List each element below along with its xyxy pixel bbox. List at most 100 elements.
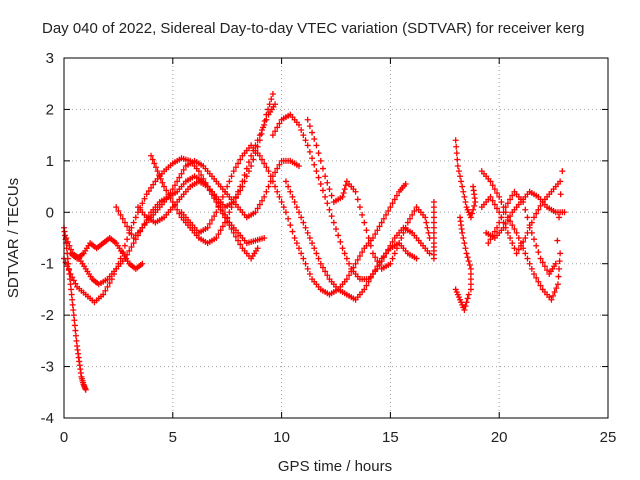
data-point-marker bbox=[413, 255, 420, 262]
data-point-marker bbox=[430, 255, 437, 262]
data-point-marker bbox=[461, 193, 468, 200]
data-point-marker bbox=[326, 186, 333, 193]
data-point-marker bbox=[470, 183, 477, 190]
data-point-marker bbox=[306, 235, 313, 241]
data-point-marker bbox=[453, 150, 460, 157]
data-point-marker bbox=[324, 179, 331, 186]
data-point-marker bbox=[467, 265, 474, 272]
data-point-marker bbox=[424, 224, 431, 231]
data-point-marker bbox=[369, 271, 376, 277]
data-point-marker bbox=[70, 307, 77, 313]
data-point-marker bbox=[237, 156, 244, 163]
data-point-marker bbox=[404, 219, 411, 226]
data-point-marker bbox=[462, 199, 469, 205]
data-point-marker bbox=[513, 250, 520, 257]
series-trace-o bbox=[452, 286, 472, 313]
data-point-marker bbox=[341, 186, 348, 193]
data-point-marker bbox=[237, 241, 244, 248]
data-point-marker bbox=[430, 235, 437, 241]
data-point-marker bbox=[300, 132, 307, 139]
data-point-marker bbox=[304, 229, 311, 236]
data-point-marker bbox=[553, 285, 560, 292]
data-point-marker bbox=[141, 195, 148, 202]
data-point-marker bbox=[213, 235, 220, 241]
data-point-marker bbox=[335, 232, 342, 239]
data-point-marker bbox=[487, 236, 494, 243]
data-point-marker bbox=[298, 250, 305, 257]
data-point-marker bbox=[143, 191, 150, 198]
data-point-marker bbox=[156, 172, 163, 178]
data-point-marker bbox=[328, 213, 335, 220]
data-point-marker bbox=[261, 160, 268, 167]
data-point-marker bbox=[356, 253, 363, 259]
data-point-marker bbox=[526, 222, 533, 229]
data-point-marker bbox=[82, 386, 89, 393]
data-point-marker bbox=[367, 274, 374, 281]
data-point-marker bbox=[130, 219, 137, 226]
data-point-marker bbox=[517, 242, 524, 249]
data-point-marker bbox=[504, 229, 511, 236]
data-point-marker bbox=[342, 182, 349, 189]
data-point-marker bbox=[556, 265, 563, 272]
data-point-marker bbox=[554, 281, 561, 288]
data-point-marker bbox=[365, 278, 372, 285]
data-point-marker bbox=[293, 204, 300, 211]
data-point-marker bbox=[426, 250, 433, 257]
data-point-marker bbox=[69, 296, 76, 303]
data-point-marker bbox=[339, 245, 346, 252]
data-point-marker bbox=[430, 199, 437, 205]
data-point-marker bbox=[285, 183, 292, 190]
data-point-marker bbox=[485, 240, 492, 247]
data-point-marker bbox=[313, 250, 320, 257]
data-point-marker bbox=[304, 116, 311, 123]
x-tick-label: 10 bbox=[273, 429, 290, 446]
data-point-marker bbox=[254, 137, 261, 144]
data-point-marker bbox=[113, 204, 120, 211]
data-point-marker bbox=[69, 274, 76, 281]
data-point-marker bbox=[328, 192, 335, 199]
data-point-marker bbox=[533, 242, 540, 249]
data-point-marker bbox=[511, 226, 518, 232]
data-point-marker bbox=[306, 148, 313, 155]
data-point-marker bbox=[387, 204, 394, 211]
data-point-marker bbox=[548, 296, 555, 303]
data-point-marker bbox=[430, 219, 437, 226]
data-point-marker bbox=[507, 235, 514, 241]
data-point-marker bbox=[219, 193, 226, 200]
data-point-marker bbox=[296, 163, 303, 169]
data-point-marker bbox=[269, 132, 276, 139]
data-point-marker bbox=[104, 283, 111, 290]
data-point-marker bbox=[250, 156, 257, 163]
data-point-marker bbox=[217, 199, 224, 205]
data-point-marker bbox=[556, 214, 563, 221]
data-point-marker bbox=[69, 301, 76, 308]
data-point-marker bbox=[204, 224, 211, 231]
data-point-marker bbox=[280, 204, 287, 211]
data-point-marker bbox=[148, 152, 155, 159]
data-point-marker bbox=[272, 128, 279, 135]
y-tick-label: 3 bbox=[46, 50, 54, 67]
series-trace-k bbox=[304, 116, 433, 272]
data-points bbox=[61, 91, 568, 393]
chart-title: Day 040 of 2022, Sidereal Day-to-day VTE… bbox=[42, 20, 584, 37]
series-trace-r bbox=[483, 188, 568, 241]
data-point-marker bbox=[337, 238, 344, 245]
data-point-marker bbox=[340, 190, 347, 196]
y-tick-label: 0 bbox=[46, 204, 54, 221]
data-point-marker bbox=[252, 209, 259, 216]
data-point-marker bbox=[411, 208, 418, 214]
data-point-marker bbox=[241, 172, 248, 178]
data-point-marker bbox=[274, 124, 281, 131]
data-point-marker bbox=[430, 229, 437, 236]
data-point-marker bbox=[459, 183, 466, 190]
data-point-marker bbox=[278, 199, 285, 205]
data-point-marker bbox=[391, 250, 398, 257]
data-point-marker bbox=[372, 267, 379, 274]
data-point-marker bbox=[400, 229, 407, 236]
data-point-marker bbox=[524, 255, 531, 262]
data-point-marker bbox=[509, 240, 516, 247]
data-point-marker bbox=[515, 246, 522, 253]
x-tick-label: 5 bbox=[169, 429, 177, 446]
